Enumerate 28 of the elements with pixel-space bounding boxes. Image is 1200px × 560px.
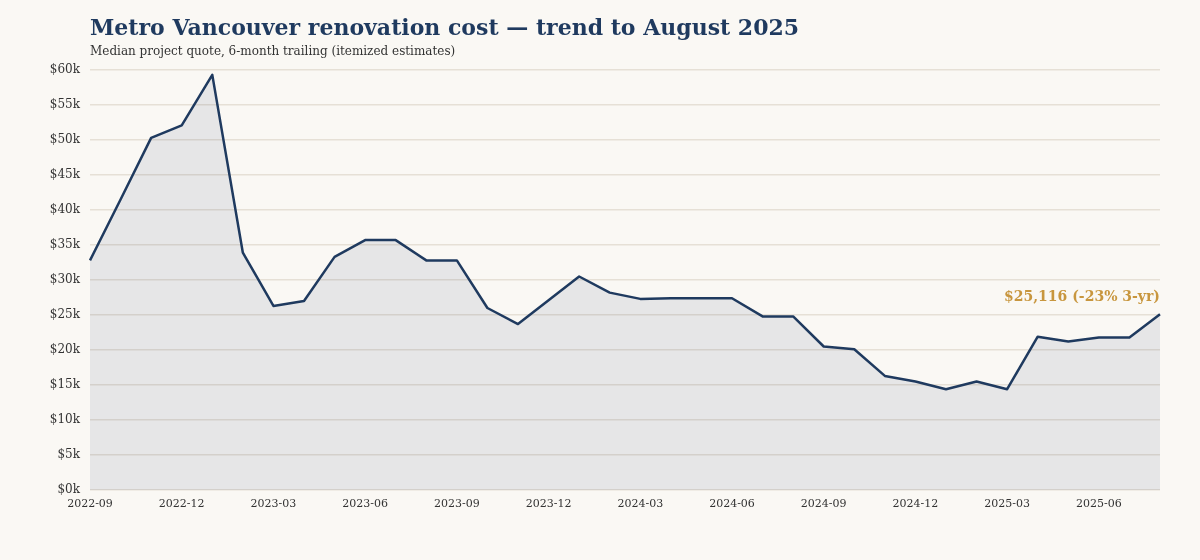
x-tick-label: 2024-03 — [617, 497, 664, 511]
x-tick-label: 2023-12 — [525, 497, 572, 511]
y-tick-label: $15k — [49, 377, 81, 392]
x-tick-label: 2023-03 — [250, 497, 297, 511]
y-tick-label: $35k — [49, 237, 81, 252]
y-tick-label: $55k — [49, 97, 81, 112]
x-tick-label: 2023-09 — [434, 497, 480, 511]
x-tick-label: 2022-12 — [158, 497, 205, 511]
chart-subtitle: Median project quote, 6-month trailing (itemized estimates) — [90, 44, 456, 58]
x-tick-label: 2024-09 — [800, 497, 847, 511]
x-tick-label: 2025-06 — [1076, 497, 1122, 511]
y-tick-label: $30k — [49, 272, 81, 287]
y-tick-label: $20k — [49, 342, 81, 357]
y-tick-label: $10k — [49, 412, 81, 427]
y-tick-label: $25k — [49, 307, 81, 322]
y-tick-label: $40k — [49, 202, 81, 217]
y-tick-label: $60k — [49, 62, 81, 77]
x-tick-label: 2024-12 — [892, 497, 939, 511]
x-tick-label: 2025-03 — [984, 497, 1030, 511]
data-label: $25,116 (-23% 3-yr) — [1004, 287, 1160, 304]
y-tick-label: $50k — [49, 132, 81, 147]
y-tick-label: $0k — [57, 482, 81, 497]
x-tick-label: 2024-06 — [709, 497, 755, 511]
chart-title: Metro Vancouver renovation cost — trend to August 2025 — [90, 14, 800, 40]
y-tick-label: $45k — [49, 167, 81, 182]
x-tick-label: 2022-09 — [67, 497, 113, 511]
y-tick-label: $5k — [57, 447, 81, 462]
x-tick-label: 2023-06 — [342, 497, 388, 511]
